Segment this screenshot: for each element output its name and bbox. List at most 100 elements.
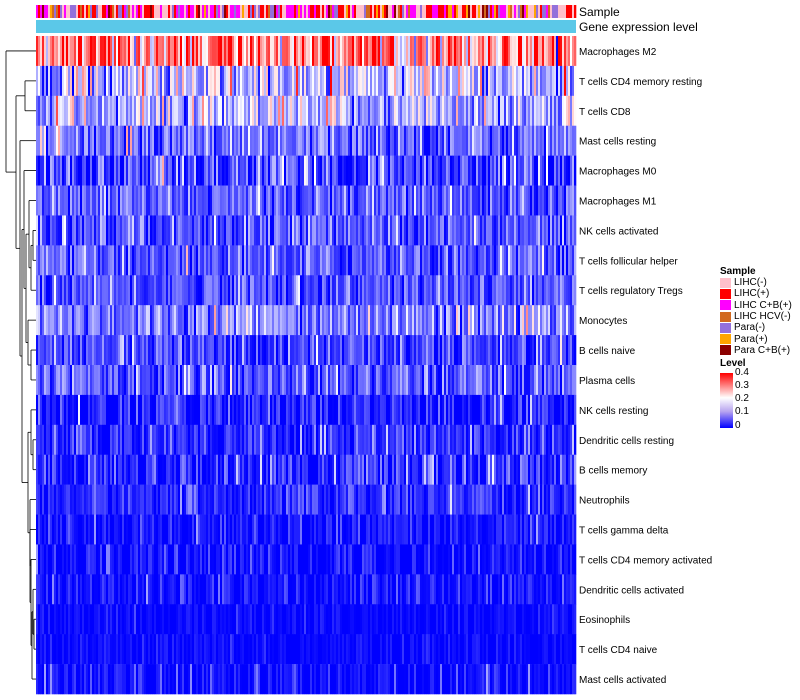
heatmap-cell [148,95,151,127]
heatmap-cell [542,365,545,396]
heatmap-cell [156,365,159,396]
heatmap-cell [182,155,185,186]
heatmap-cell [442,394,445,426]
heatmap-cell [264,454,267,485]
heatmap-cell [548,36,551,67]
heatmap-cell [204,454,207,485]
heatmap-cell [338,215,341,246]
heatmap-cell [446,36,449,67]
heatmap-cell [152,95,155,127]
heatmap-cell [450,275,453,306]
sample-annotation-cell [246,5,249,18]
heatmap-cell [200,454,203,485]
heatmap-cell [352,36,355,67]
heatmap-cell [248,484,251,515]
heatmap-cell [564,185,567,216]
heatmap-cell [324,36,327,67]
heatmap-cell [380,365,383,396]
heatmap-cell [286,155,289,186]
heatmap-cell [184,484,187,515]
heatmap-cell [310,215,313,246]
heatmap-cell [350,335,353,366]
heatmap-cell [288,95,291,127]
heatmap-cell [234,514,237,545]
heatmap-cell [278,215,281,246]
heatmap-cell [418,245,421,276]
heatmap-cell [230,125,233,156]
heatmap-cell [276,484,279,515]
heatmap-cell [472,454,475,485]
heatmap-cell [98,185,101,216]
heatmap-cell [502,125,505,156]
heatmap-cell [464,454,467,485]
heatmap-cell [226,155,229,186]
sample-annotation-cell [544,5,547,18]
heatmap-cell [270,245,273,276]
sample-annotation-cell [80,5,83,18]
heatmap-cell [156,245,159,276]
heatmap-cell [372,484,375,515]
heatmap-cell [406,36,409,67]
heatmap-cell [220,245,223,276]
heatmap-cell [188,36,191,67]
heatmap-cell [526,215,529,246]
heatmap-cell [212,95,215,127]
heatmap-cell [376,155,379,186]
heatmap-cell [510,454,513,485]
heatmap-cell [352,275,355,306]
heatmap-cell [476,36,479,67]
heatmap-cell [532,394,535,426]
heatmap-cell [424,36,427,67]
heatmap-cell [106,245,109,276]
heatmap-cell [202,125,205,156]
heatmap-cell [72,305,75,336]
heatmap-cell [382,155,385,186]
heatmap-cell [232,65,235,97]
heatmap-cell [448,484,451,515]
heatmap-cell [242,484,245,515]
heatmap-cell [74,544,77,575]
heatmap-cell [166,215,169,246]
heatmap-cell [570,514,573,545]
sample-annotation-cell [510,5,513,18]
heatmap-cell [40,65,43,97]
sample-annotation-cell [238,5,241,18]
heatmap-cell [342,394,345,426]
heatmap-cell [404,365,407,396]
sample-annotation-cell [434,5,437,18]
heatmap-cell [430,125,433,156]
heatmap-cell [248,454,251,485]
heatmap-cell [208,245,211,276]
heatmap-cell [82,125,85,156]
heatmap-cell [54,275,57,306]
heatmap-cell [454,95,457,127]
heatmap-cell [380,65,383,97]
heatmap-cell [246,65,249,97]
heatmap-cell [216,424,219,456]
sample-annotation-cell [144,5,147,18]
heatmap-cell [196,454,199,485]
sample-annotation-cell [198,5,201,18]
heatmap-cell [318,454,321,485]
heatmap-cell [130,65,133,97]
heatmap-cell [84,185,87,216]
heatmap-cell [374,514,377,545]
heatmap-cell [308,424,311,456]
heatmap-cell [202,484,205,515]
heatmap-cell [140,394,143,426]
heatmap-cell [128,245,131,276]
heatmap-cell [116,275,119,306]
heatmap-cell [368,125,371,156]
sample-annotation-cell [454,5,457,18]
heatmap-cell [258,65,261,97]
heatmap-cell [160,365,163,396]
heatmap-cell [332,36,335,67]
heatmap-cell [554,185,557,216]
heatmap-cell [260,365,263,396]
heatmap-cell [450,394,453,426]
heatmap-cell [148,275,151,306]
heatmap-cell [370,335,373,366]
sample-annotation-cell [432,5,435,18]
heatmap-cell [234,36,237,67]
heatmap-cell [478,365,481,396]
